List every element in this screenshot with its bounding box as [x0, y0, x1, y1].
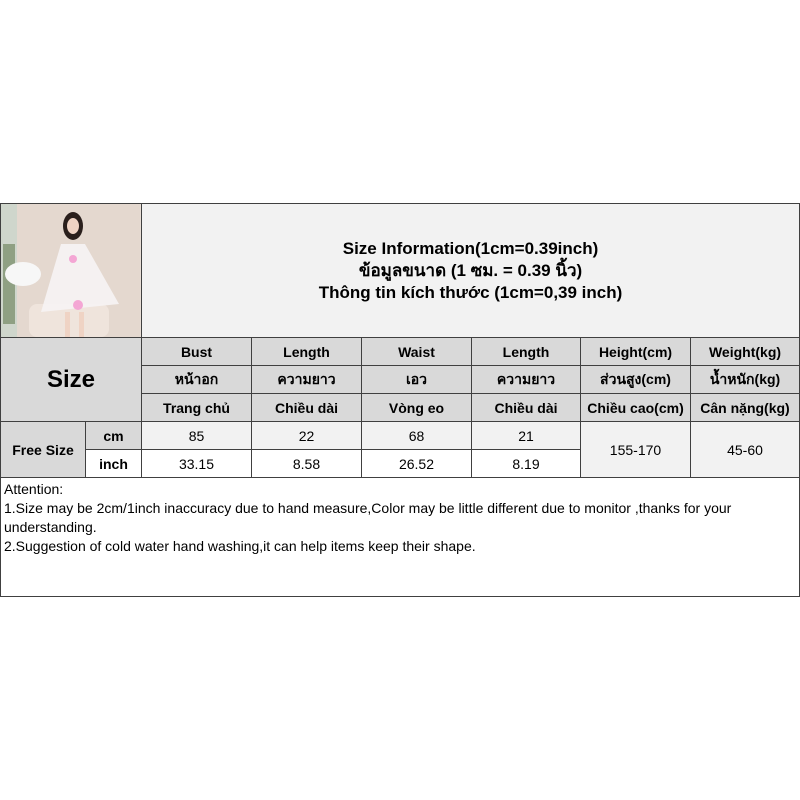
attention-heading: Attention: [4, 481, 64, 497]
col-header-th: ส่วนสูง(cm) [580, 365, 691, 394]
col-header-th: หน้าอก [141, 365, 252, 394]
attention-line-2: 2.Suggestion of cold water hand washing,… [4, 538, 476, 554]
cm-value: 85 [141, 421, 252, 450]
col-header-en: Weight(kg) [689, 337, 800, 366]
col-header-vi: Chiều cao(cm) [580, 393, 691, 422]
attention-line-1: 1.Size may be 2cm/1inch inaccuracy due t… [4, 500, 732, 535]
inch-value: 8.58 [251, 449, 362, 478]
col-header-en: Waist [361, 337, 472, 366]
product-photo [0, 203, 142, 338]
col-header-vi: Chiều dài [251, 393, 362, 422]
col-header-vi: Trang chủ [141, 393, 252, 422]
col-header-en: Length [471, 337, 581, 366]
col-header-en: Length [251, 337, 362, 366]
cm-value: 68 [361, 421, 472, 450]
unit-inch: inch [85, 449, 142, 478]
col-header-th: น้ำหนัก(kg) [689, 365, 800, 394]
inch-value: 8.19 [471, 449, 581, 478]
attention-notes: Attention: 1.Size may be 2cm/1inch inacc… [0, 477, 800, 597]
col-header-en: Bust [141, 337, 252, 366]
unit-cm: cm [85, 421, 142, 450]
size-info-title: Size Information(1cm=0.39inch) ข้อมูลขนา… [140, 203, 800, 338]
inch-value: 33.15 [141, 449, 252, 478]
inch-value: 26.52 [361, 449, 472, 478]
col-header-th: ความยาว [251, 365, 362, 394]
size-label: Size [0, 337, 142, 422]
col-header-vi: Chiều dài [471, 393, 581, 422]
size-chart: Size Information(1cm=0.39inch) ข้อมูลขนา… [0, 203, 800, 597]
free-size-label: Free Size [0, 421, 86, 478]
cm-value: 22 [251, 421, 362, 450]
weight-range: 45-60 [689, 421, 800, 478]
cm-value: 21 [471, 421, 581, 450]
col-header-th: เอว [361, 365, 472, 394]
title-english: Size Information(1cm=0.39inch) [342, 238, 599, 258]
col-header-en: Height(cm) [580, 337, 691, 366]
col-header-vi: Vòng eo [361, 393, 472, 422]
col-header-th: ความยาว [471, 365, 581, 394]
title-vietnamese: Thông tin kích thước (1cm=0,39 inch) [318, 282, 623, 302]
title-thai: ข้อมูลขนาด (1 ซม. = 0.39 นิ้ว) [358, 260, 583, 280]
col-header-vi: Cân nặng(kg) [689, 393, 800, 422]
height-range: 155-170 [580, 421, 691, 478]
